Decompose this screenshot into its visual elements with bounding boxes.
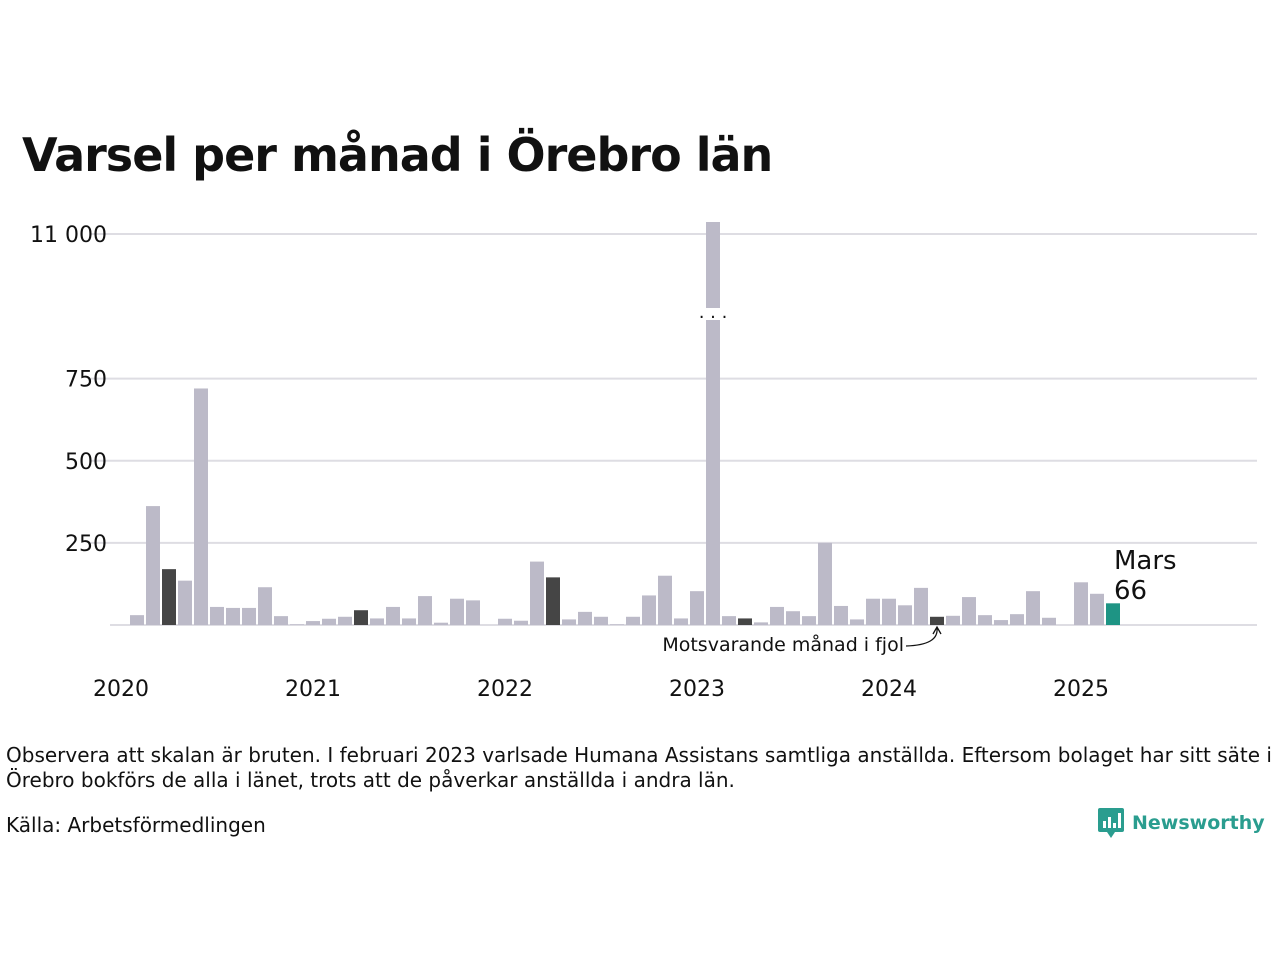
chart-title: Varsel per månad i Örebro län xyxy=(22,128,773,182)
bar xyxy=(898,605,912,625)
bar xyxy=(130,615,144,625)
bar xyxy=(1106,603,1120,625)
bar xyxy=(178,580,192,625)
bar xyxy=(786,611,800,625)
bar xyxy=(578,611,592,625)
bar xyxy=(162,569,176,625)
bar xyxy=(642,595,656,625)
bar xyxy=(530,561,544,625)
x-tick-label: 2025 xyxy=(1053,677,1109,702)
bar xyxy=(1010,614,1024,625)
brand-name: Newsworthy xyxy=(1132,812,1265,834)
bar xyxy=(1026,591,1040,625)
bar xyxy=(1042,617,1056,625)
bar xyxy=(466,600,480,625)
bars xyxy=(130,222,1120,625)
bar xyxy=(738,618,752,625)
newsworthy-logo-icon xyxy=(1098,808,1124,838)
bar xyxy=(258,587,272,625)
x-tick-label: 2021 xyxy=(285,677,341,702)
bar xyxy=(354,610,368,625)
bar xyxy=(610,624,624,625)
annotation-arrow xyxy=(905,627,938,647)
axis-break-marker: . . . xyxy=(699,302,728,323)
bar xyxy=(850,619,864,625)
bar xyxy=(722,616,736,625)
source-text: Källa: Arbetsförmedlingen xyxy=(6,813,266,837)
x-tick-label: 2022 xyxy=(477,677,533,702)
bar xyxy=(962,597,976,625)
bar xyxy=(210,606,224,625)
bar xyxy=(866,598,880,625)
bar xyxy=(370,618,384,625)
bar xyxy=(706,222,720,625)
bar xyxy=(338,616,352,625)
gridlines xyxy=(90,233,1257,626)
bar xyxy=(418,596,432,625)
axis-break-gap xyxy=(703,308,723,320)
bar xyxy=(322,618,336,625)
bar xyxy=(306,621,320,625)
bar xyxy=(1090,593,1104,625)
bar xyxy=(914,587,928,625)
bar xyxy=(274,616,288,625)
y-axis-labels: 250 500 750 11 000 xyxy=(30,223,107,557)
annotation-arrowhead xyxy=(932,625,942,635)
bar xyxy=(834,605,848,625)
latest-month-label: Mars xyxy=(1114,546,1177,576)
bar xyxy=(194,388,208,625)
bar xyxy=(226,607,240,625)
bar xyxy=(1074,582,1088,625)
bar xyxy=(546,577,560,625)
bar xyxy=(690,591,704,625)
bar xyxy=(562,619,576,625)
brand-logo: Newsworthy xyxy=(1098,808,1265,838)
bar xyxy=(434,622,448,625)
bar xyxy=(978,615,992,625)
bar-chart: 250 500 750 11 000 2020 2021 2022 2023 2024 2025… xyxy=(30,222,1257,702)
x-axis-labels: 2020 2021 2022 2023 2024 2025 xyxy=(93,677,1109,702)
bar xyxy=(146,506,160,625)
bar xyxy=(594,616,608,625)
bar xyxy=(674,618,688,625)
bar xyxy=(818,542,832,625)
chart-note: Observera att skalan är bruten. I februa… xyxy=(6,743,1272,792)
bar xyxy=(498,618,512,625)
same-month-annotation: Motsvarande månad i fjol xyxy=(662,633,904,656)
bar xyxy=(386,606,400,625)
bar xyxy=(402,618,416,625)
bar xyxy=(994,620,1008,625)
bar xyxy=(930,616,944,625)
x-tick-label: 2020 xyxy=(93,677,149,702)
y-tick-label: 500 xyxy=(65,450,107,475)
y-tick-label: 750 xyxy=(65,368,107,393)
bar xyxy=(290,624,304,625)
latest-value-label: 66 xyxy=(1114,576,1147,606)
bar xyxy=(450,598,464,625)
bar xyxy=(802,616,816,625)
bar xyxy=(946,615,960,625)
x-tick-label: 2023 xyxy=(669,677,725,702)
x-tick-label: 2024 xyxy=(861,677,917,702)
y-tick-label: 250 xyxy=(65,532,107,557)
bar xyxy=(882,598,896,625)
bar xyxy=(514,620,528,625)
y-tick-label: 11 000 xyxy=(30,223,107,248)
bar xyxy=(754,622,768,625)
bar xyxy=(242,607,256,625)
bar xyxy=(658,575,672,625)
bar xyxy=(626,616,640,625)
bar xyxy=(770,606,784,625)
